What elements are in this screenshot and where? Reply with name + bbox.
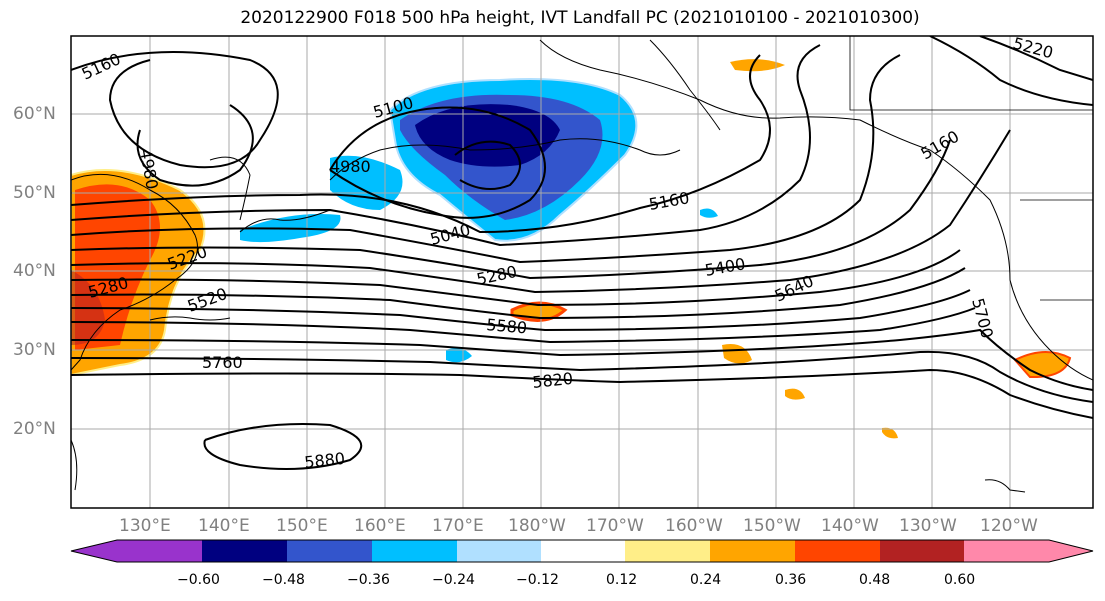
lat-label: 50°N <box>13 183 56 203</box>
map-title: 2020122900 F018 500 hPa height, IVT Land… <box>240 8 920 28</box>
colorbar-segment <box>287 540 372 562</box>
colorbar-extend-high <box>1049 540 1093 562</box>
contour-label: 5700 <box>968 296 997 340</box>
lon-label: 130°E <box>119 516 171 536</box>
colorbar-tick-label: 0.12 <box>606 572 638 588</box>
negative-shading <box>700 208 718 218</box>
contour-label: 5580 <box>486 315 528 337</box>
colorbar-segment <box>795 540 880 562</box>
colorbar-segment <box>117 540 202 562</box>
lat-label: 60°N <box>13 104 56 124</box>
negative-shading <box>330 155 403 210</box>
negative-shading <box>415 104 560 167</box>
colorbar-tick-label: 0.60 <box>944 572 976 588</box>
contour-label: 5880 <box>303 449 345 472</box>
contour-label: 5400 <box>703 254 746 280</box>
contour-label: 5160 <box>918 127 963 164</box>
lat-label: 40°N <box>13 261 56 281</box>
contour-label: 5820 <box>531 369 573 392</box>
lon-label: 130°W <box>899 516 957 536</box>
lon-label: 160°W <box>665 516 723 536</box>
colorbar-tick-label: 0.36 <box>775 572 807 588</box>
lon-label: 140°E <box>198 516 250 536</box>
lon-label: 170°W <box>586 516 644 536</box>
negative-shading <box>446 348 472 363</box>
contour-label: 5280 <box>475 262 519 289</box>
colorbar-segment <box>710 540 795 562</box>
map-frame <box>70 35 1094 509</box>
contour-label: 4980 <box>330 157 371 176</box>
contour-label: 5760 <box>202 353 243 372</box>
contour-label: 5640 <box>772 271 817 305</box>
colorbar-tick-label: −0.60 <box>177 572 220 588</box>
colorbar-segment <box>625 540 710 562</box>
colorbar-segment <box>457 540 541 562</box>
lon-label: 120°W <box>980 516 1038 536</box>
colorbar <box>70 539 1094 563</box>
height-contours <box>71 36 1093 470</box>
colorbar-tick-label: −0.48 <box>262 572 305 588</box>
colorbar-segment <box>202 540 287 562</box>
lat-label: 30°N <box>13 340 56 360</box>
colorbar-segment <box>880 540 964 562</box>
lon-label: 150°W <box>743 516 801 536</box>
lon-label: 140°W <box>821 516 879 536</box>
positive-shading <box>722 344 752 364</box>
contour-label: 5520 <box>185 284 230 316</box>
positive-shading <box>882 427 898 439</box>
positive-shading <box>730 59 785 72</box>
colorbar-outline <box>70 539 1094 563</box>
lon-label: 170°E <box>432 516 484 536</box>
positive-shading <box>785 388 805 400</box>
lon-label: 180°W <box>508 516 566 536</box>
gridlines <box>71 36 1093 508</box>
lon-label: 150°E <box>276 516 328 536</box>
lat-label: 20°N <box>13 419 56 439</box>
colorbar-segment <box>964 540 1049 562</box>
colorbar-tick-label: −0.36 <box>347 572 390 588</box>
coastlines <box>71 39 1093 493</box>
colorbar-extend-low <box>71 540 117 562</box>
colorbar-segment <box>541 540 625 562</box>
colorbar-tick-label: 0.48 <box>859 572 891 588</box>
colorbar-segment <box>372 540 457 562</box>
colorbar-tick-label: −0.24 <box>432 572 475 588</box>
contour-label: 5160 <box>647 188 690 214</box>
contour-label: 5040 <box>428 220 472 249</box>
colorbar-tick-label: −0.12 <box>516 572 559 588</box>
colorbar-tick-label: 0.24 <box>690 572 722 588</box>
lon-label: 160°E <box>354 516 406 536</box>
political-borders <box>849 36 1093 301</box>
